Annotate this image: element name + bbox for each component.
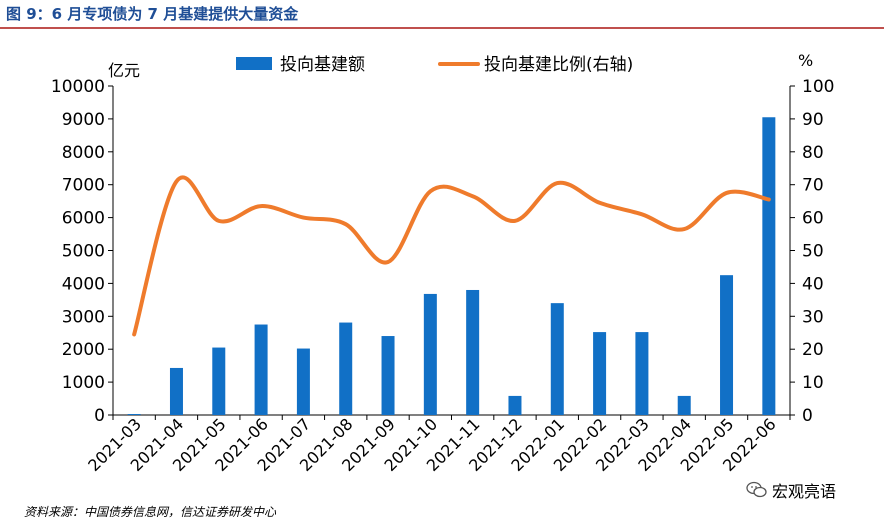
left-tick-label: 2000 <box>62 340 105 360</box>
left-tick-label: 10000 <box>51 77 105 97</box>
watermark-text: 宏观亮语 <box>772 482 837 501</box>
right-tick-label: 100 <box>802 77 834 97</box>
bar <box>593 332 607 415</box>
bar <box>762 117 776 415</box>
source-note: 资料来源：中国债券信息网，信达证券研发中心 <box>24 505 277 519</box>
bar <box>677 395 691 415</box>
bar <box>127 414 141 415</box>
left-tick-label: 5000 <box>62 242 105 262</box>
right-tick-label: 20 <box>802 340 824 360</box>
bar <box>423 293 437 415</box>
right-tick-label: 0 <box>802 406 813 426</box>
right-tick-label: 10 <box>802 373 824 393</box>
watermark: 宏观亮语 <box>746 478 836 502</box>
right-tick-label: 90 <box>802 110 824 130</box>
left-tick-label: 7000 <box>62 176 105 196</box>
bar <box>254 324 268 415</box>
bar <box>169 367 183 415</box>
title-rule <box>0 27 884 29</box>
bar <box>466 289 480 415</box>
bar <box>508 395 522 415</box>
left-tick-label: 1000 <box>62 373 105 393</box>
figure-title: 图 9：6 月专项债为 7 月基建提供大量资金 <box>6 5 299 23</box>
bar <box>339 322 353 415</box>
bar <box>635 332 649 415</box>
left-tick-label: 3000 <box>62 307 105 327</box>
right-tick-label: 70 <box>802 176 824 196</box>
left-tick-label: 6000 <box>62 209 105 229</box>
bar <box>296 348 310 415</box>
ratio-line <box>132 175 771 337</box>
right-tick-label: 80 <box>802 143 824 163</box>
bar <box>212 347 226 415</box>
wechat-icon <box>746 481 767 498</box>
left-tick-label: 9000 <box>62 110 105 130</box>
right-tick-label: 50 <box>802 242 824 262</box>
legend-bar-label: 投向基建额 <box>280 55 365 75</box>
right-tick-label: 60 <box>802 209 824 229</box>
legend-bar-swatch <box>236 57 272 70</box>
bar <box>381 336 395 415</box>
left-tick-label: 8000 <box>62 143 105 163</box>
right-tick-label: 40 <box>802 274 824 294</box>
right-tick-label: 30 <box>802 307 824 327</box>
left-axis-unit: 亿元 <box>108 61 140 80</box>
left-tick-label: 0 <box>94 406 105 426</box>
left-tick-label: 4000 <box>62 274 105 294</box>
legend-line-label: 投向基建比例(右轴) <box>484 55 633 75</box>
bar <box>720 275 734 415</box>
right-axis-unit: % <box>798 51 813 70</box>
bar <box>550 303 564 415</box>
